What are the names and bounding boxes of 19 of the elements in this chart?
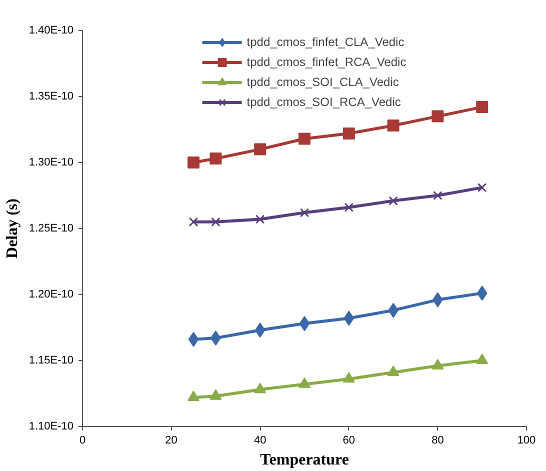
legend-label: tpdd_cmos_finfet_RCA_Vedic — [246, 55, 406, 69]
legend-label: tpdd_cmos_SOI_RCA_Vedic — [246, 95, 401, 109]
x-axis-title: Temperature — [260, 452, 349, 468]
x-tick-label: 40 — [254, 434, 266, 446]
x-tick-label: 100 — [517, 434, 536, 446]
y-tick-label: 1.40E-10 — [28, 24, 74, 36]
y-tick-label: 1.35E-10 — [28, 90, 74, 102]
y-axis-title: Delay (s) — [4, 198, 21, 258]
y-tick-label: 1.10E-10 — [28, 420, 74, 432]
legend-label: tpdd_cmos_SOI_CLA_Vedic — [246, 75, 399, 89]
x-tick-label: 60 — [342, 434, 356, 446]
x-tick-label: 0 — [79, 434, 86, 446]
y-tick-label: 1.20E-10 — [28, 288, 74, 300]
y-tick-label: 1.15E-10 — [28, 354, 74, 366]
legend-label: tpdd_cmos_finfet_CLA_Vedic — [246, 35, 404, 49]
y-tick-label: 1.30E-10 — [28, 156, 74, 168]
x-tick-label: 80 — [432, 434, 444, 446]
x-tick-label: 20 — [165, 434, 178, 446]
y-tick-label: 1.25E-10 — [28, 222, 74, 234]
